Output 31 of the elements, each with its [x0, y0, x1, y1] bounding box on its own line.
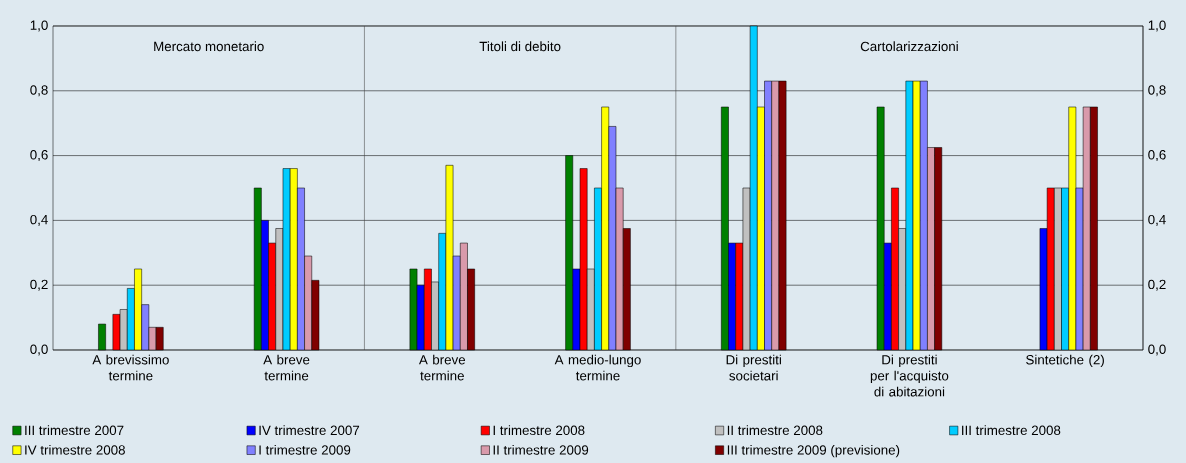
legend-label: III trimestre 2009 (previsione): [727, 444, 900, 458]
legend-label: II trimestre 2009: [493, 444, 589, 455]
legend-label: II trimestre 2008: [727, 425, 823, 436]
legend-label: I trimestre 2008: [493, 425, 585, 436]
y-tick-label: 0,2: [30, 279, 48, 291]
y-tick-label: 1,0: [30, 20, 48, 32]
y-tick-label: 0,0: [30, 344, 48, 356]
y2-tick-label: 0,6: [1148, 150, 1166, 162]
y2-tick-label: 0,2: [1148, 279, 1166, 291]
y2-tick-label: 0,0: [1148, 344, 1166, 356]
annotation: Titoli di debito: [479, 41, 561, 52]
y2-tick-label: 0,4: [1148, 214, 1166, 226]
annotation: Mercato monetario: [154, 41, 264, 52]
y-tick-label: 0,4: [30, 214, 48, 226]
x-tick-label: A brevissimo termine: [92, 354, 169, 381]
y2-tick-label: 1,0: [1148, 20, 1166, 32]
x-tick-label: Sintetiche (2): [1026, 354, 1104, 368]
x-tick-label: A breve termine: [263, 354, 310, 381]
x-tick-label: A breve termine: [418, 354, 466, 381]
x-tick-label: A medio-lungo termine: [554, 354, 641, 381]
legend-label: III trimestre 2007: [25, 425, 124, 436]
annotation: Cartolarizzazioni: [860, 41, 958, 52]
y2-tick-label: 0,8: [1148, 85, 1166, 97]
legend-label: III trimestre 2008: [962, 425, 1061, 436]
legend-label: IV trimestre 2007: [259, 425, 360, 436]
legend-label: I trimestre 2009: [259, 444, 351, 455]
legend-label: IV trimestre 2008: [25, 444, 125, 455]
y-tick-label: 0,6: [30, 150, 48, 162]
y-tick-label: 0,8: [30, 85, 48, 97]
x-tick-label: Di prestiti per l'acquisto di abitazioni: [870, 354, 949, 397]
x-tick-label: Di prestiti societari: [726, 354, 781, 381]
